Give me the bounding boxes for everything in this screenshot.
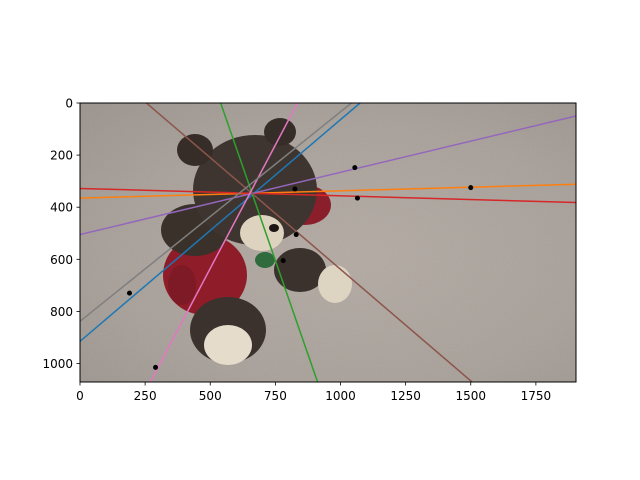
- data-point-2: [153, 364, 159, 370]
- data-point-8: [468, 185, 474, 191]
- fit-line-1: [80, 103, 361, 342]
- x-tick-label: 500: [199, 389, 222, 403]
- y-tick-label: 400: [50, 201, 73, 215]
- teddy-bear: [161, 118, 352, 365]
- fit-line-5: [80, 115, 576, 236]
- data-point-6: [352, 165, 358, 171]
- data-point-1: [126, 290, 132, 296]
- plot-frame: [79, 102, 577, 383]
- fit-line-3: [219, 103, 319, 382]
- fit-line-6: [145, 103, 473, 382]
- x-tick-label: 0: [76, 389, 84, 403]
- data-point-5: [280, 258, 286, 264]
- x-tick-label: 1500: [455, 389, 486, 403]
- fit-line-4: [80, 187, 576, 204]
- fit-line-7: [149, 103, 299, 382]
- data-point-3: [292, 186, 298, 192]
- data-point-7: [354, 195, 360, 201]
- y-tick-label: 1000: [42, 357, 73, 371]
- y-tick-label: 200: [50, 149, 73, 163]
- x-tick-label: 1250: [390, 389, 421, 403]
- fit-lines: [80, 103, 576, 382]
- data-points: [126, 165, 474, 370]
- x-tick-label: 250: [134, 389, 157, 403]
- y-tick-label: 800: [50, 305, 73, 319]
- y-tick-label: 600: [50, 253, 73, 267]
- y-axis: 0 200 400 600 800 1000: [42, 97, 80, 371]
- x-tick-label: 750: [264, 389, 287, 403]
- x-axis: 0 250 500 750 1000 1250 1500 1750: [76, 382, 551, 403]
- fit-line-2: [80, 183, 576, 199]
- x-tick-label: 1750: [521, 389, 552, 403]
- x-tick-label: 1000: [325, 389, 356, 403]
- fit-line-8: [80, 103, 352, 322]
- y-tick-label: 0: [65, 97, 73, 111]
- data-point-4: [293, 232, 299, 238]
- teddy-bear-photo: [80, 103, 576, 382]
